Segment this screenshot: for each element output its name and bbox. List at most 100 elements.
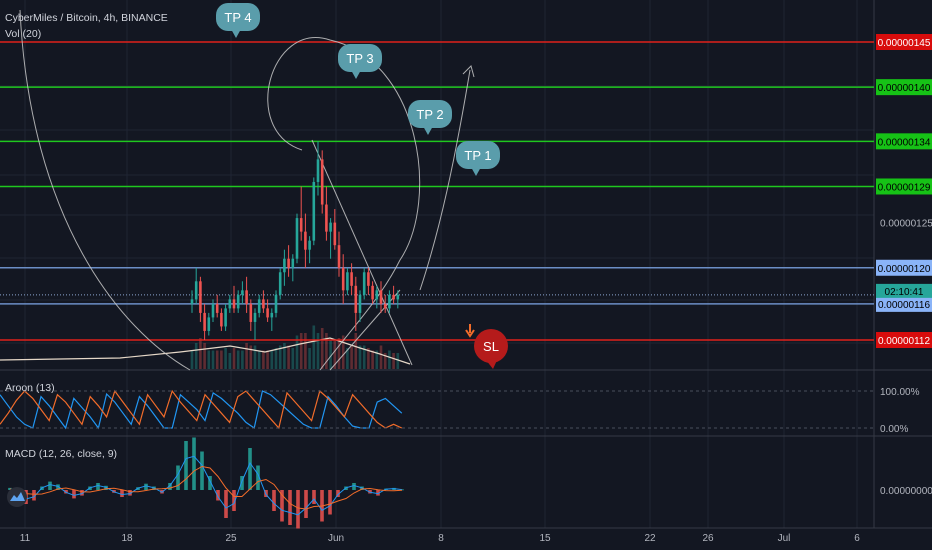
volume-bar	[333, 340, 337, 369]
macd-bar	[224, 490, 228, 518]
volume-bar	[312, 325, 316, 369]
candle-body	[283, 258, 286, 273]
bubble-tail	[351, 70, 361, 79]
candle-body	[228, 299, 232, 309]
time-tick-label: 8	[438, 533, 444, 544]
candle-body	[346, 272, 349, 291]
volume-bar	[350, 345, 353, 369]
candle-body	[249, 303, 253, 322]
time-tick-label: Jun	[328, 533, 344, 544]
target-bubbles[interactable]: TP 4 TP 3 TP 2 TP 1 SL	[216, 3, 508, 369]
volume-bar	[287, 345, 290, 369]
volume-bar	[249, 345, 253, 369]
drawing-spiral	[267, 37, 421, 371]
macd-bar	[56, 484, 60, 490]
volume-bar	[190, 350, 194, 369]
time-tick-label: 15	[539, 533, 551, 544]
volume-bar	[270, 350, 274, 369]
volume-bar	[379, 345, 383, 369]
volume-bar	[388, 350, 391, 369]
price-tag-label: 0.00000129	[878, 182, 931, 193]
candle-body	[274, 294, 278, 313]
candle-body	[224, 308, 227, 327]
macd-bar	[248, 448, 252, 490]
panel-labels: CyberMiles / Bitcoin, 4h, BINANCE Vol (2…	[5, 12, 168, 460]
candle-body	[220, 312, 223, 327]
volume-bar	[199, 338, 202, 369]
candle-body	[379, 290, 383, 304]
candle-body	[236, 294, 240, 309]
arrow-down-icon	[465, 324, 475, 338]
candle-body	[199, 281, 202, 313]
target-bubble[interactable]: TP 3	[338, 44, 382, 79]
stop-loss-bubble[interactable]: SL	[474, 329, 508, 369]
volume-bar	[207, 350, 211, 369]
candle-body	[211, 303, 215, 318]
volume-bar	[215, 350, 219, 369]
time-tick-label: 26	[702, 533, 714, 544]
macd-bar	[336, 490, 340, 497]
macd-bar	[328, 490, 332, 515]
drawing-trend-line	[311, 139, 413, 366]
bubble-body	[408, 100, 452, 128]
volume-bar	[274, 348, 278, 369]
volume-bar	[295, 335, 299, 369]
volume-bar	[325, 333, 328, 369]
candle-body	[329, 222, 332, 232]
macd-bar	[296, 490, 300, 529]
aroon-series-line	[0, 390, 403, 430]
candle-body	[245, 290, 248, 304]
candle-body	[262, 299, 265, 309]
candle-body	[358, 294, 362, 313]
price-tag	[876, 79, 932, 96]
macd-bar	[72, 490, 76, 499]
macd-bar	[288, 490, 292, 525]
stop-loss-tail	[486, 358, 498, 369]
countdown-label: 02:10:41	[885, 287, 924, 298]
volume-bar	[241, 350, 244, 369]
candle-body	[304, 231, 307, 250]
macd-bar	[176, 465, 180, 490]
price-tag-label: 0.00000140	[878, 83, 931, 94]
macd-bar	[184, 441, 188, 490]
volume-bars	[0, 325, 411, 369]
drawing-curve-tp4	[19, 9, 191, 371]
candle-body	[287, 258, 290, 268]
macd-bar	[80, 490, 84, 496]
target-bubble[interactable]: TP 1	[456, 141, 500, 176]
macd-bar	[104, 485, 108, 490]
volume-bar	[329, 340, 332, 369]
volume-bar	[299, 333, 303, 369]
target-bubble[interactable]: TP 2	[408, 100, 452, 135]
stop-loss-text: SL	[483, 339, 499, 354]
candle-body	[241, 290, 244, 295]
bubble-body	[456, 141, 500, 169]
candle-body	[341, 267, 345, 291]
candle-body	[354, 285, 358, 313]
macd-bar	[144, 483, 148, 490]
bubble-tail	[423, 126, 433, 135]
panel-dividers	[0, 0, 932, 529]
candle-body	[375, 290, 379, 300]
macd-bar	[48, 481, 52, 490]
macd-bar	[352, 483, 356, 490]
macd-line	[9, 455, 403, 516]
target-bubble[interactable]: TP 4	[216, 3, 260, 38]
candle-body	[270, 312, 274, 318]
price-tag-label: 0.00000116	[878, 300, 931, 311]
price-level-lines[interactable]	[0, 41, 874, 341]
drawing-target-arrow	[419, 69, 471, 291]
macd-bar	[272, 490, 276, 511]
aroon-series-line	[0, 389, 403, 430]
time-tick-label: 18	[121, 533, 133, 544]
volume-bar	[367, 348, 370, 369]
aroon-tick-label: 0.00%	[880, 424, 908, 435]
macd-bar	[120, 490, 124, 497]
volume-bar	[354, 333, 358, 369]
volume-bar	[371, 350, 374, 369]
candle-body	[383, 303, 387, 309]
price-tag-label: 0.00000112	[878, 336, 931, 347]
time-tick-label: Jul	[778, 533, 791, 544]
